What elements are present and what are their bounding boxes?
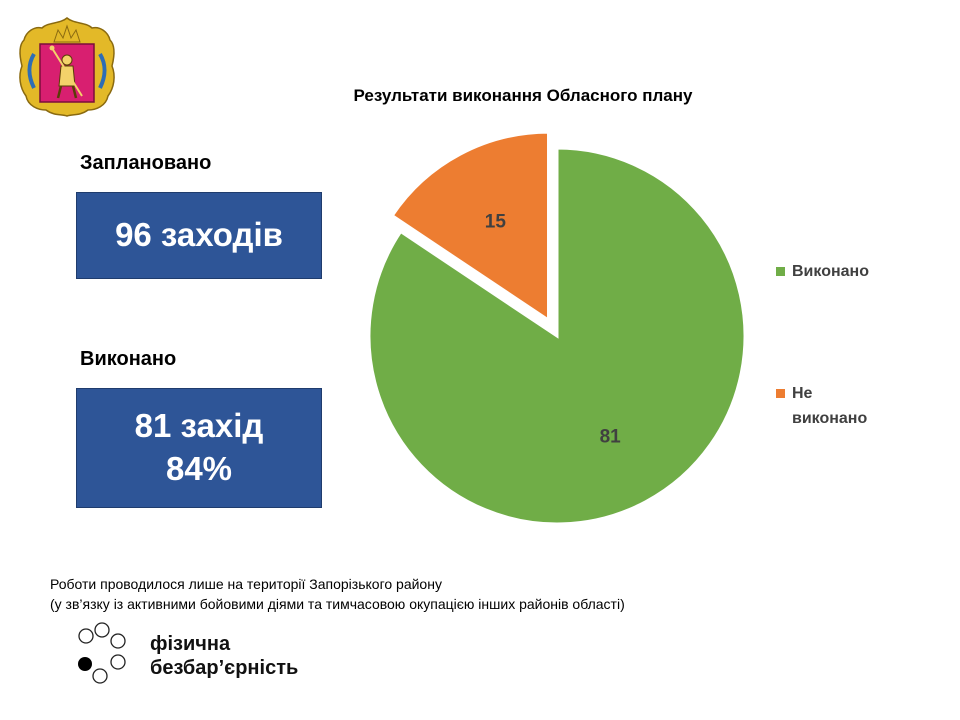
done-percent: 84%	[165, 450, 233, 487]
chart-title: Результати виконання Обласного плану	[353, 86, 693, 105]
pie-slice-done	[367, 146, 747, 526]
pie-label-not-done: 15	[485, 212, 507, 233]
planned-value: 96 заходів	[115, 216, 283, 254]
brand-line-2: безбар’єрність	[150, 657, 299, 679]
pie-slice-not-done	[390, 130, 551, 323]
brand-line-1: фізична	[150, 633, 231, 655]
circles-logo-icon	[78, 622, 126, 684]
planned-value-box: 96 заходів	[76, 192, 322, 279]
planned-label: Заплановано	[80, 152, 212, 174]
legend-item-not-done: Не виконано	[776, 384, 892, 431]
done-label: Виконано	[80, 348, 177, 370]
legend-swatch-not-done	[776, 389, 785, 398]
brand-text: фізична безбар’єрність	[150, 632, 298, 680]
legend-label-done: Виконано	[792, 263, 869, 280]
footnote-line-2: (у зв’язку із активними бойовими діями т…	[50, 596, 625, 612]
legend-swatch-done	[776, 267, 785, 276]
legend-label-not-done: Не виконано	[792, 385, 868, 427]
legend-item-done: Виконано	[776, 262, 892, 284]
done-value-box: 81 захід 84%	[76, 388, 322, 508]
footnote-line-1: Роботи проводилося лише на території Зап…	[50, 576, 442, 592]
zaporizhzhia-coat-of-arms-icon	[19, 17, 115, 117]
pie-label-done: 81	[600, 426, 622, 447]
done-value: 81 захід	[134, 407, 264, 445]
footnote: Роботи проводилося лише на території Зап…	[50, 574, 625, 614]
